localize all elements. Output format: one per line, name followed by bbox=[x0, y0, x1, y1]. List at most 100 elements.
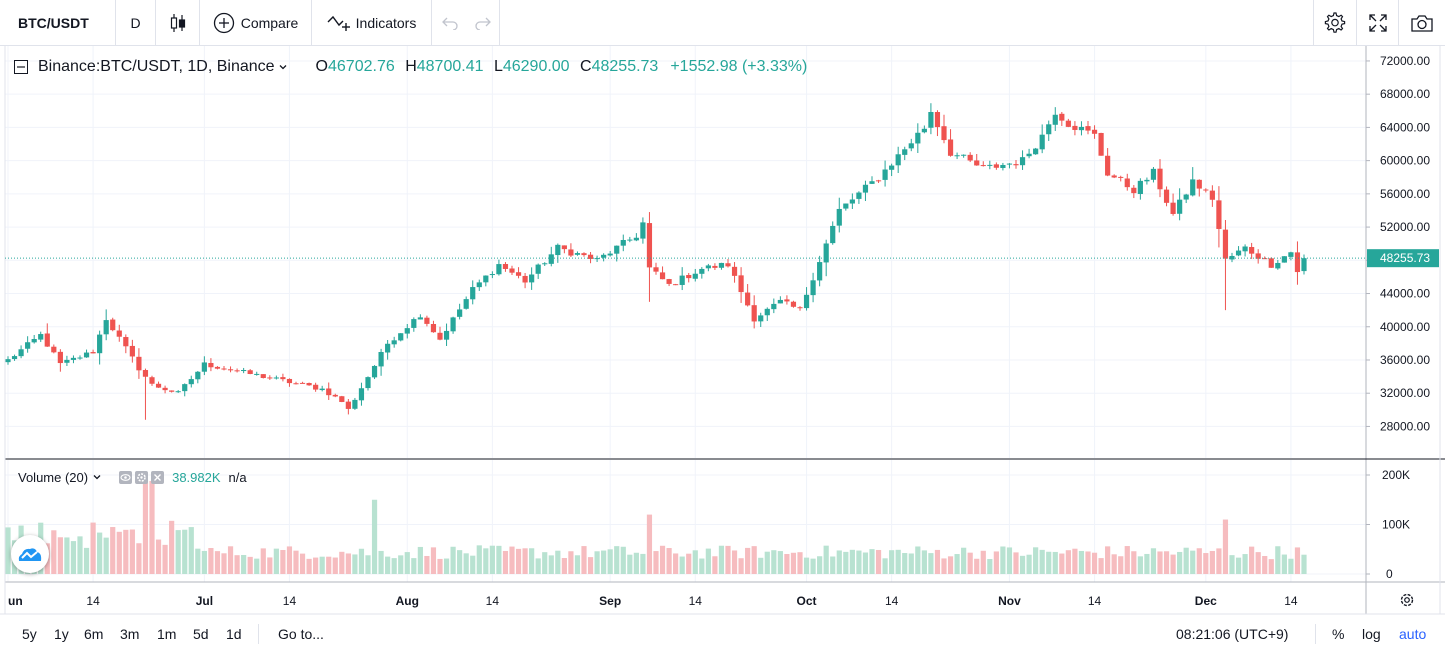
candle-body bbox=[1249, 247, 1255, 254]
volume-bar bbox=[1098, 558, 1104, 574]
volume-bar bbox=[1052, 551, 1058, 574]
price-axis[interactable]: 72000.00 68000.00 64000.00 60000.00 56000.00… bbox=[1366, 54, 1430, 433]
auto-scale-button[interactable]: auto bbox=[1399, 626, 1427, 642]
range-5y-button[interactable]: 5y bbox=[22, 626, 37, 642]
chevron-down-icon[interactable] bbox=[278, 62, 288, 72]
volume-bar bbox=[548, 555, 554, 574]
volume-bar bbox=[149, 480, 155, 574]
gear-icon[interactable] bbox=[135, 470, 149, 484]
chevron-down-icon[interactable] bbox=[92, 472, 102, 482]
candle-body bbox=[587, 254, 594, 259]
log-scale-button[interactable]: log bbox=[1362, 626, 1381, 642]
volume-bar bbox=[653, 551, 659, 574]
interval-button[interactable]: D bbox=[116, 0, 156, 46]
candle-body bbox=[1203, 189, 1209, 191]
candle-body bbox=[843, 203, 849, 209]
screenshot-button[interactable] bbox=[1398, 0, 1445, 46]
time-axis[interactable]: un 14 Jul 14 Aug 14 Sep 14 Oct 14 Nov 14 Dec 14 bbox=[8, 593, 1414, 608]
volume-bar bbox=[1196, 548, 1202, 574]
timezone-button[interactable]: 08:21:06 (UTC+9) bbox=[1176, 626, 1289, 642]
candle-body bbox=[535, 264, 541, 274]
tradingview-logo[interactable] bbox=[11, 535, 49, 573]
candle-body bbox=[620, 239, 626, 246]
eye-icon[interactable] bbox=[119, 470, 133, 484]
candle-body bbox=[980, 165, 986, 167]
compare-button[interactable]: Compare bbox=[200, 0, 312, 46]
candle-body bbox=[188, 379, 194, 385]
volume-legend[interactable]: Volume (20) 38.982K n/a bbox=[18, 468, 247, 486]
candle-body bbox=[640, 222, 646, 239]
volume-bar bbox=[1255, 552, 1261, 574]
last-price-line: 48255.73 bbox=[5, 249, 1439, 268]
range-6m-button[interactable]: 6m bbox=[84, 626, 104, 642]
candle-body bbox=[908, 143, 914, 149]
volume-axis[interactable]: 200K 100K 0 bbox=[1366, 468, 1410, 581]
series-legend[interactable]: Binance:BTC/USDT, 1D, Binance O46702.76 … bbox=[14, 56, 807, 78]
volume-bar bbox=[103, 537, 109, 574]
volume-bar bbox=[699, 558, 705, 574]
volume-bar bbox=[299, 553, 306, 574]
volume-bar bbox=[1000, 546, 1006, 574]
candle-body bbox=[443, 330, 450, 340]
volume-bar bbox=[928, 553, 934, 574]
candle-body bbox=[529, 274, 535, 283]
volume-bar bbox=[614, 546, 620, 574]
close-icon[interactable] bbox=[151, 470, 165, 484]
settings-button[interactable] bbox=[1313, 0, 1356, 46]
range-1y-button[interactable]: 1y bbox=[54, 626, 69, 642]
gear-icon[interactable] bbox=[1400, 593, 1414, 607]
legend-symbol[interactable]: Binance:BTC/USDT, 1D, Binance bbox=[38, 58, 275, 75]
chart-frame bbox=[0, 46, 1445, 615]
volume-bar bbox=[1209, 550, 1215, 574]
undo-button[interactable] bbox=[434, 0, 466, 46]
candle-body bbox=[267, 377, 273, 379]
candle-body bbox=[607, 253, 613, 256]
candle-body bbox=[987, 164, 993, 166]
redo-button[interactable] bbox=[466, 0, 500, 46]
volume-label[interactable]: Volume (20) bbox=[18, 469, 89, 485]
symbol-search-button[interactable]: BTC/USDT bbox=[0, 0, 116, 46]
fullscreen-button[interactable] bbox=[1356, 0, 1398, 46]
volume-bar bbox=[365, 555, 371, 574]
candle-body bbox=[941, 126, 947, 141]
camera-icon bbox=[1411, 15, 1433, 32]
volume-bar bbox=[1019, 555, 1026, 574]
volume-bar bbox=[1124, 546, 1130, 574]
candle-body bbox=[699, 268, 705, 274]
candle-body bbox=[299, 382, 306, 384]
candle-body bbox=[810, 280, 816, 296]
candle-body bbox=[1033, 148, 1039, 155]
collapse-legend-icon[interactable] bbox=[14, 60, 28, 74]
indicators-label: Indicators bbox=[355, 15, 417, 31]
low-label: L bbox=[493, 58, 503, 75]
volume-bar bbox=[967, 552, 973, 574]
candle-body bbox=[771, 303, 777, 310]
cloud-logo-icon bbox=[18, 548, 42, 561]
chart-style-button[interactable] bbox=[156, 0, 200, 46]
goto-button[interactable]: Go to... bbox=[278, 626, 324, 642]
volume-bar bbox=[889, 550, 895, 574]
candle-body bbox=[836, 208, 842, 226]
volume-bar bbox=[437, 558, 443, 574]
range-1m-button[interactable]: 1m bbox=[157, 626, 177, 642]
candle-body bbox=[1091, 129, 1098, 134]
compare-label: Compare bbox=[240, 15, 299, 31]
volume-bar bbox=[1235, 557, 1242, 574]
indicators-button[interactable]: Indicators bbox=[312, 0, 432, 46]
volume-bar bbox=[686, 553, 692, 574]
range-3m-button[interactable]: 3m bbox=[120, 626, 140, 642]
range-1d-button[interactable]: 1d bbox=[226, 626, 242, 642]
candle-body bbox=[1039, 134, 1045, 150]
percent-scale-button[interactable]: % bbox=[1332, 626, 1345, 642]
volume-bar bbox=[142, 482, 149, 574]
range-5d-button[interactable]: 5d bbox=[193, 626, 209, 642]
volume-bar bbox=[378, 550, 384, 574]
volume-bar bbox=[1281, 554, 1287, 574]
volume-bar bbox=[1131, 551, 1137, 574]
volume-bar bbox=[1183, 547, 1189, 574]
candle-body bbox=[686, 275, 692, 279]
candle-body bbox=[1013, 164, 1019, 166]
candle-body bbox=[1059, 113, 1065, 121]
last-price-label: 48255.73 bbox=[1380, 251, 1430, 265]
